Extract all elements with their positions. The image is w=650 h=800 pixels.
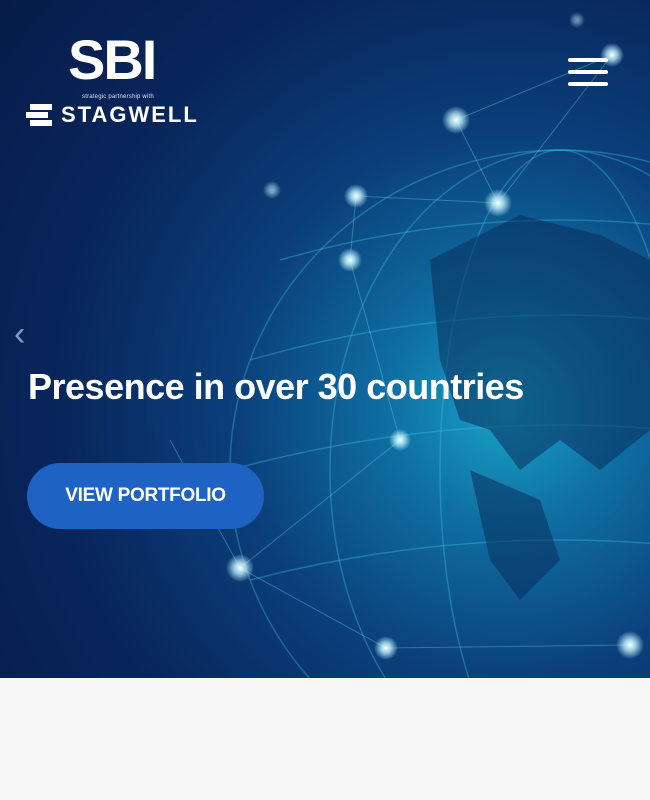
content-area [0,678,650,800]
chevron-left-icon[interactable]: ‹ [14,315,26,353]
logo-tagline: strategic partnership with [82,94,154,100]
logo-text-stagwell: STAGWELL [61,102,199,127]
sbi-stagwell-logo[interactable]: SBI strategic partnership with STAGWELL [24,18,204,130]
hamburger-icon[interactable] [568,58,610,90]
hero-slider: SBI strategic partnership with STAGWELL … [0,0,650,678]
stagwell-mark-icon [26,104,52,126]
logo-text-sbi: SBI [68,28,157,91]
globe-background [169,12,650,678]
slide-headline: Presence in over 30 countries [28,366,524,407]
view-portfolio-button[interactable]: VIEW PORTFOLIO [27,463,264,529]
